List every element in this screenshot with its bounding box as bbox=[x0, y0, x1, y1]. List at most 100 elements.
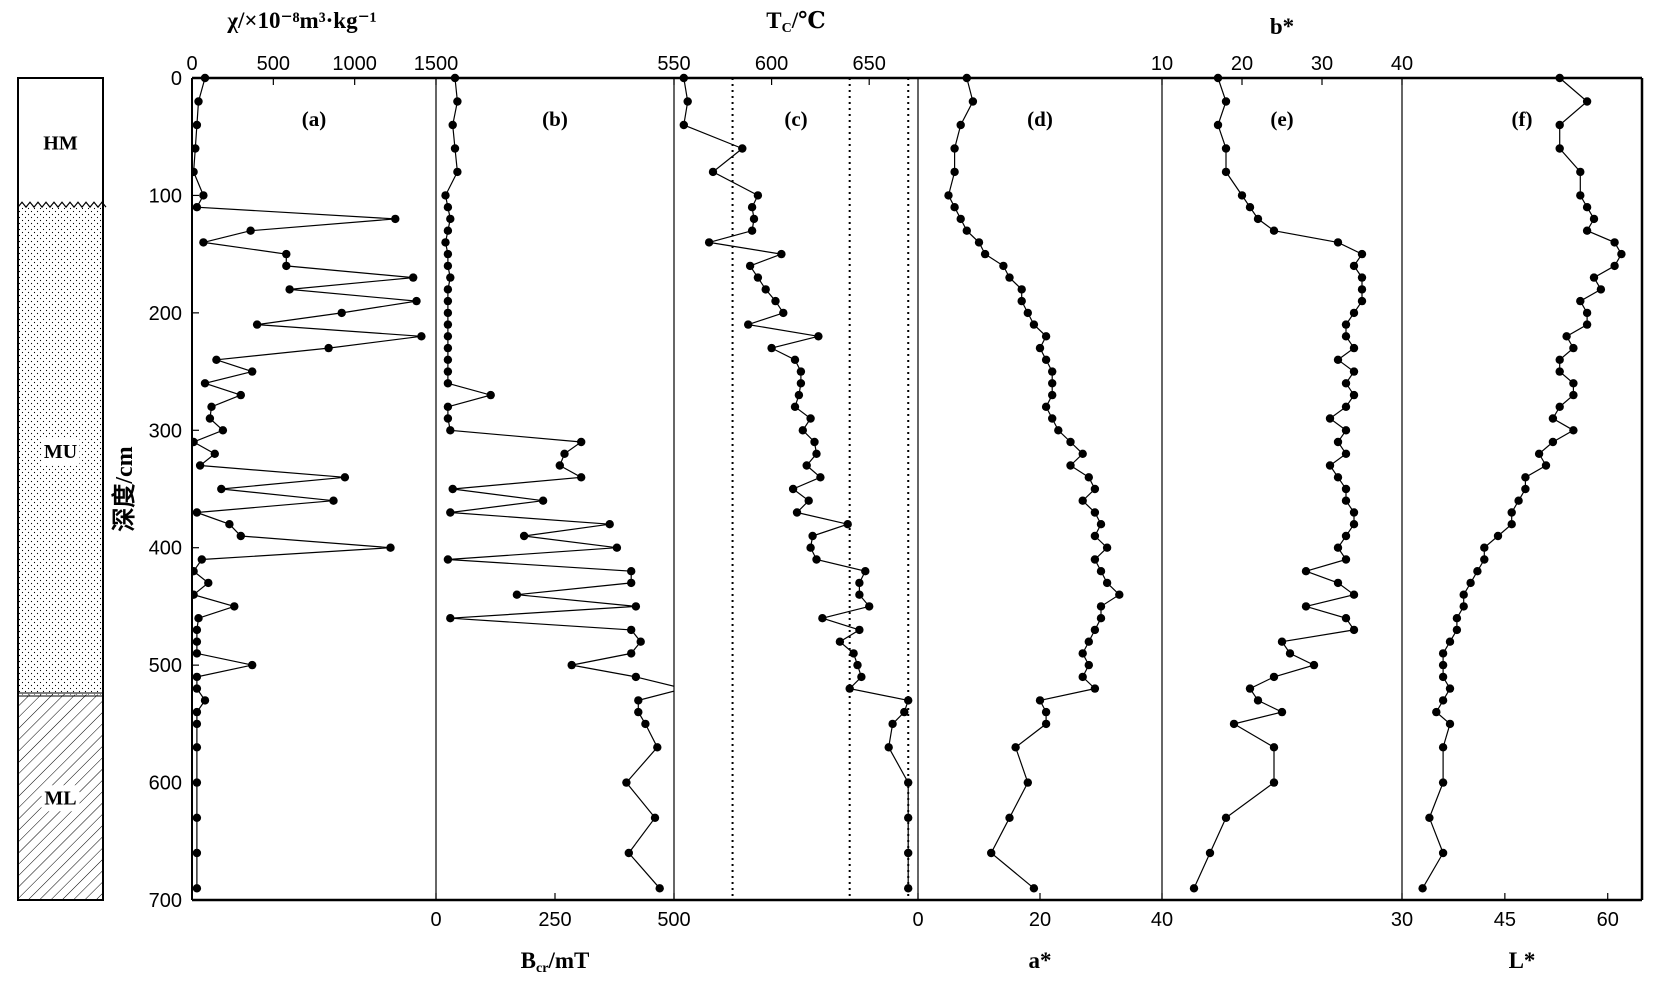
data-point bbox=[627, 649, 636, 658]
data-point bbox=[1349, 508, 1359, 517]
data-point bbox=[1205, 848, 1215, 858]
data-point bbox=[1115, 590, 1124, 599]
data-point bbox=[1341, 332, 1351, 341]
data-point bbox=[627, 578, 636, 588]
data-point bbox=[417, 332, 426, 341]
data-point bbox=[1589, 214, 1599, 224]
data-point bbox=[1041, 402, 1051, 411]
data-point bbox=[1341, 426, 1351, 435]
series-e bbox=[1189, 73, 1367, 893]
data-point bbox=[738, 144, 747, 153]
panel-tag-c: (c) bbox=[784, 107, 807, 131]
data-point bbox=[443, 355, 453, 364]
data-point bbox=[749, 214, 759, 224]
data-point bbox=[192, 719, 202, 729]
data-point bbox=[888, 719, 897, 729]
data-point bbox=[1011, 743, 1020, 752]
data-point bbox=[641, 719, 650, 729]
bottom-tick-label: 40 bbox=[1151, 909, 1173, 931]
data-point bbox=[974, 238, 984, 247]
data-point bbox=[386, 543, 395, 552]
data-point bbox=[453, 97, 462, 106]
y-tick-label: 400 bbox=[149, 538, 182, 560]
data-point bbox=[443, 367, 453, 376]
data-point bbox=[324, 343, 333, 353]
data-point bbox=[1596, 285, 1606, 294]
y-tick-label: 200 bbox=[149, 303, 182, 325]
data-point bbox=[761, 285, 770, 294]
lithology-column: HM MU ML bbox=[17, 77, 107, 901]
data-point bbox=[248, 367, 257, 376]
data-point bbox=[1090, 531, 1100, 541]
litho-label-ml: ML bbox=[44, 787, 76, 809]
data-point bbox=[884, 743, 893, 752]
data-point bbox=[1245, 684, 1255, 693]
data-point bbox=[1349, 261, 1359, 271]
data-point bbox=[329, 496, 338, 505]
data-point bbox=[1548, 437, 1558, 447]
data-point bbox=[1005, 273, 1014, 282]
litho-label-bg bbox=[41, 438, 80, 465]
data-point bbox=[956, 120, 965, 130]
data-point bbox=[192, 813, 202, 822]
data-point bbox=[605, 520, 614, 529]
panel-tag-a: (a) bbox=[302, 107, 327, 131]
data-point bbox=[1221, 97, 1231, 106]
data-point bbox=[1582, 226, 1592, 235]
top-tick-label: 1500 bbox=[414, 53, 459, 75]
data-point bbox=[956, 214, 965, 224]
top-tick-label: 10 bbox=[1151, 53, 1173, 75]
data-point bbox=[1341, 402, 1351, 411]
data-point bbox=[1301, 567, 1311, 576]
unconformity-line bbox=[17, 201, 107, 209]
data-point bbox=[1333, 355, 1343, 364]
data-point bbox=[217, 484, 226, 494]
data-point bbox=[1576, 167, 1585, 177]
data-point bbox=[1237, 191, 1247, 200]
bottom-tick-label: 500 bbox=[657, 909, 690, 931]
data-point bbox=[1029, 320, 1039, 329]
data-point bbox=[1301, 602, 1311, 611]
data-point bbox=[1445, 637, 1455, 646]
data-point bbox=[555, 461, 564, 470]
data-point bbox=[1285, 649, 1295, 658]
bottom-axis-label: L* bbox=[1509, 948, 1536, 973]
series-line-f bbox=[1422, 77, 1623, 889]
data-point bbox=[443, 402, 453, 411]
data-point bbox=[1493, 531, 1503, 541]
bottom-tick-label: 20 bbox=[1029, 909, 1051, 931]
data-point bbox=[900, 707, 909, 717]
data-point bbox=[1341, 379, 1351, 388]
data-point bbox=[1041, 355, 1051, 364]
data-point bbox=[195, 461, 205, 470]
data-point bbox=[1078, 649, 1087, 658]
data-point bbox=[788, 484, 798, 494]
data-point bbox=[650, 813, 660, 822]
data-point bbox=[1582, 308, 1592, 318]
data-point bbox=[810, 437, 819, 447]
data-point bbox=[225, 520, 234, 529]
data-point bbox=[1617, 249, 1626, 259]
data-point bbox=[1017, 296, 1026, 306]
data-point bbox=[1541, 461, 1551, 470]
litho-label-mu: MU bbox=[44, 441, 77, 463]
data-point bbox=[200, 696, 210, 705]
data-point bbox=[1277, 637, 1287, 646]
data-point bbox=[1576, 296, 1585, 306]
data-point bbox=[1341, 484, 1351, 494]
data-point bbox=[282, 261, 291, 271]
data-point bbox=[1438, 743, 1448, 752]
data-point bbox=[1048, 367, 1057, 376]
data-point bbox=[1582, 97, 1592, 106]
data-point bbox=[747, 203, 757, 212]
data-point bbox=[1221, 813, 1231, 822]
top-axis-label: b* bbox=[1270, 14, 1294, 39]
data-point bbox=[747, 226, 757, 235]
data-point bbox=[236, 531, 245, 541]
data-point bbox=[1189, 884, 1199, 893]
data-point bbox=[622, 778, 631, 787]
data-point bbox=[577, 437, 586, 447]
data-point bbox=[246, 226, 255, 235]
data-point bbox=[1349, 625, 1359, 635]
data-point bbox=[1245, 203, 1255, 212]
